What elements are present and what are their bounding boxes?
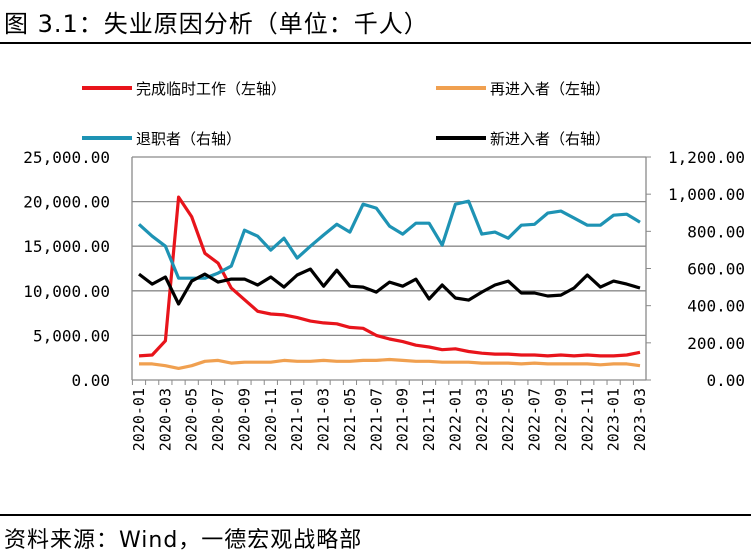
source-divider [0,514,751,516]
x-tick-label: 2021-09 [394,388,412,451]
series-line [139,357,641,370]
x-tick-label: 2020-05 [183,388,201,451]
legend-label: 退职者（右轴） [136,130,241,148]
y-right-tick-label: 400.00 [687,297,745,316]
y-left-tick-label: 0.00 [71,371,110,390]
y-right-tick-label: 1,200.00 [668,148,745,167]
x-tick-label: 2022-03 [473,388,491,451]
y-right-tick-label: 600.00 [687,260,745,279]
y-left-tick-label: 5,000.00 [33,326,110,345]
x-tick-label: 2022-05 [499,388,517,451]
y-right-tick-label: 200.00 [687,334,745,353]
x-tick-label: 2021-01 [288,388,306,451]
legend-label: 完成临时工作（左轴） [136,80,286,98]
x-tick-label: 2022-07 [526,388,544,451]
y-left-tick-label: 20,000.00 [23,193,110,212]
y-left-tick-label: 10,000.00 [23,282,110,301]
x-tick-label: 2020-09 [235,388,253,451]
x-tick-label: 2021-07 [367,388,385,451]
y-right-tick-label: 800.00 [687,222,745,241]
legend-label: 新进入者（右轴） [490,130,610,148]
x-tick-label: 2021-03 [315,388,333,451]
x-tick-label: 2020-07 [209,388,227,451]
x-tick-label: 2021-05 [341,388,359,451]
y-left-tick-label: 15,000.00 [23,237,110,256]
x-tick-label: 2023-03 [631,388,649,451]
series-line [138,267,641,306]
legend-label: 再进入者（左轴） [490,80,610,98]
y-left-tick-label: 25,000.00 [23,148,110,167]
source-note: 资料来源：Wind，一德宏观战略部 [4,528,363,553]
line-chart: 0.00 5,000.00 10,000.00 15,000.00 20,000.00 2… [23,80,745,451]
x-tick-label: 2023-01 [605,388,623,451]
x-tick-label: 2021-11 [420,388,438,451]
x-tick-label: 2020-11 [262,388,280,451]
title-divider [0,42,751,44]
x-tick-label: 2022-11 [578,388,596,451]
x-tick-label: 2022-09 [552,388,570,451]
y-right-tick-label: 0.00 [706,371,745,390]
x-tick-label: 2022-01 [446,388,464,451]
series-line [137,199,641,280]
x-tick-label: 2020-03 [156,388,174,451]
y-right-tick-label: 1,000.00 [668,185,745,204]
series-line [138,195,641,358]
figure-title: 图 3.1：失业原因分析（单位：千人） [4,10,429,38]
x-tick-label: 2020-01 [130,388,148,451]
